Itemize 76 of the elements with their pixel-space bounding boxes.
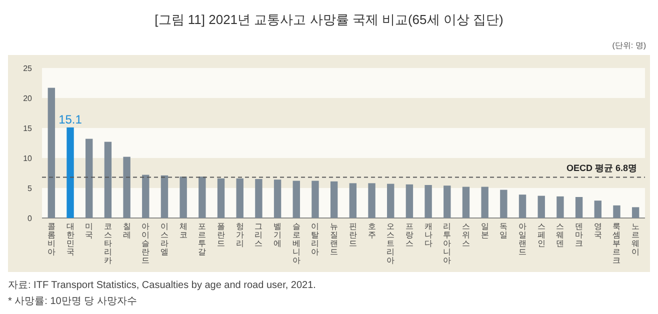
x-tick-label: 덴마크 [575,222,584,248]
x-tick-label: 포르투갈 [198,222,206,256]
x-tick-label: 스웨덴 [556,222,564,248]
bar [66,127,74,218]
x-tick-label: 칠레 [122,222,131,240]
y-tick-label: 25 [23,64,33,73]
x-tick-label: 이스라엘 [160,222,168,256]
x-tick-label: 뉴질랜드 [330,222,338,256]
x-tick-label: 프랑스 [405,222,414,248]
bar [387,184,394,218]
x-tick-label: 미국 [85,222,94,240]
bar [330,181,338,218]
bar [160,175,168,218]
bar [594,200,602,218]
x-tick-label: 영국 [594,222,602,240]
chart-subtitle: (단위: 명) [612,41,646,50]
x-tick-label: 호주 [368,222,376,240]
bar [556,196,564,218]
x-tick-label: 이탈리아 [311,222,320,256]
bar [518,194,526,218]
bar [255,179,262,218]
bar [613,205,620,218]
bar [349,183,357,218]
y-tick-label: 20 [23,94,33,103]
x-tick-label: 벨기에 [274,222,282,248]
bar [274,180,282,218]
bar [236,178,244,218]
bar [462,186,470,218]
x-tick-label: 독일 [500,222,508,240]
x-tick-label: 리투아니아 [443,222,452,265]
x-tick-label: 대한민국 [66,222,74,256]
bar [48,88,56,218]
bar [481,186,488,218]
chart-title: [그림 11] 2021년 교통사고 사망률 국제 비교(65세 이상 집단) [154,12,504,27]
data-label: 15.1 [58,112,82,126]
ref-line-label: OECD 평균 6.8명 [566,163,637,174]
y-tick-label: 5 [28,184,33,193]
bar [575,197,583,218]
bar [217,178,225,218]
bar [292,180,300,218]
x-tick-label: 그리스 [254,222,263,248]
y-tick-label: 10 [23,154,33,163]
y-tick-label: 0 [28,214,33,223]
bar [86,138,93,218]
x-tick-label: 스위스 [462,222,470,248]
bar [424,185,432,218]
x-tick-label: 콜롬비아 [47,222,56,256]
x-tick-label: 오스트리아 [386,222,395,265]
bar [180,176,187,218]
bar [104,142,112,218]
bar [142,174,150,218]
text: 자료: ITF Transport Statistics, Casualties by age and road user, 2021. [8,280,316,291]
x-tick-label: 폴란드 [217,222,226,248]
bar [406,184,414,218]
x-tick-label: 아일랜드 [518,222,527,256]
x-tick-label: 헝가리 [236,222,244,248]
x-tick-label: 스페인 [537,222,546,248]
x-tick-label: 핀란드 [348,222,357,248]
y-tick-label: 15 [23,124,33,133]
x-tick-label: 아이슬란드 [142,222,150,265]
bar [198,176,206,218]
bar [632,207,640,218]
bar [538,196,545,218]
bar [368,183,376,218]
x-tick-label: 체코 [179,222,188,240]
x-tick-label: 코스타리카 [104,222,112,265]
x-tick-label: 노르웨이 [632,222,640,256]
x-tick-label: 일본 [480,222,489,240]
x-tick-label: 캐나다 [424,222,432,248]
text: * 사망률: 10만명 당 사망자수 [8,296,137,307]
bar [312,180,319,218]
bar [500,190,508,218]
bar [444,186,451,218]
x-tick-label: 룩셈부르크 [612,222,621,265]
x-tick-label: 슬로베니아 [292,222,300,265]
bar [123,156,130,218]
